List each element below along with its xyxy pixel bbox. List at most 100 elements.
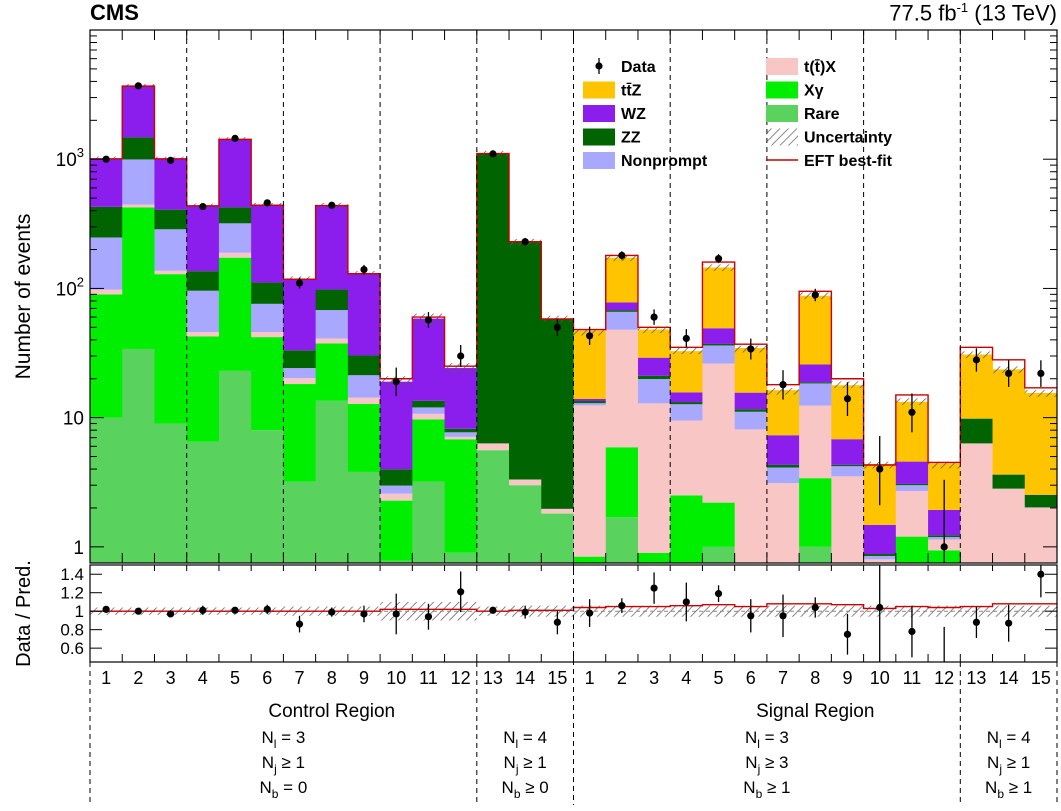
legend-swatch [766,81,798,99]
main-panel [90,82,1058,563]
x-tick-label: 1 [585,668,595,688]
selection-label: Nl = 3 [745,728,789,751]
legend-label: t(t̄)X [804,58,836,76]
x-tick-label: 15 [1031,668,1051,688]
ratio-point [618,602,626,610]
bar-segment [122,204,155,208]
bar-segment [283,384,317,482]
legend-swatch [583,105,615,122]
bar-segment [283,378,317,385]
bar-segment [251,332,284,338]
region-label: Signal Region [756,701,874,722]
bar-segment [186,205,220,272]
ratio-point [231,606,239,614]
bar-segment [90,237,123,290]
x-tick-label: 3 [649,668,659,688]
bar-segment [444,436,478,440]
lumi-exponent: -1 [956,0,969,15]
x-tick-label: 4 [198,668,208,688]
ratio-y-tick-label: 0.6 [60,639,84,658]
bar-segment [895,483,929,486]
ratio-y-tick-label: 0.8 [60,621,84,640]
lumi-value: 77.5 fb [889,0,957,26]
data-point [360,265,368,274]
legend-swatch [595,62,603,70]
ratio-point [1005,619,1013,627]
bar-segment [412,400,445,408]
bar-segment [895,485,929,492]
bar-segment [347,355,381,376]
bar-segment [541,509,574,514]
bar-segment [154,209,188,230]
bar-segment [347,375,381,398]
ratio-point [714,590,723,598]
bar-segment [412,318,445,401]
selection-label: Nl = 4 [503,728,547,751]
bar-segment [637,357,671,376]
bar-segment [154,270,188,275]
bar-segment [670,420,703,496]
data-point [682,334,690,343]
bar-segment [476,443,510,451]
x-tick-label: 6 [262,668,272,688]
bar-segment [122,86,155,138]
y-tick-label: 102 [56,274,84,300]
bar-segment [702,546,736,563]
data-point [231,134,239,142]
ratio-point [876,603,884,612]
bar-segment [347,471,381,563]
bar-segment [637,375,671,380]
bar-segment [347,397,381,404]
bar-segment [605,517,639,563]
bar-segment [766,467,800,484]
bar-segment [154,158,188,210]
x-tick-label: 1 [101,668,111,688]
bar-segment [799,405,832,479]
x-tick-label: 9 [359,668,369,688]
selection-label: Nj ≥ 3 [745,753,788,776]
ratio-point [457,588,465,596]
x-tick-label: 3 [166,668,176,688]
region-label: Control Region [268,701,395,722]
ratio-point [134,607,142,615]
bar-segment [734,409,768,412]
bar-segment [960,443,993,563]
y-tick-label: 1 [73,538,84,559]
ratio-point [553,618,561,626]
bar-segment [734,429,768,563]
ratio-uncertainty-band [1024,605,1057,617]
bar-segment [960,418,993,444]
bar-segment [766,483,800,563]
data-point [650,313,658,321]
bar-segment [315,289,349,311]
uncertainty-band [637,326,671,334]
bar-segment [831,466,864,477]
x-tick-label: 5 [714,668,724,688]
bar-segment [702,502,736,547]
bar-segment [251,430,284,563]
bar-segment [992,474,1026,489]
data-point [457,352,465,360]
energy-label: (13 TeV) [974,0,1057,26]
ratio-point [1037,570,1045,578]
bar-segment [799,295,832,365]
bar-segment [670,351,703,393]
ratio-point [328,608,336,616]
bar-segment [122,137,155,160]
bar-segment [315,310,349,339]
bar-segment [605,310,639,312]
bar-segment [315,205,349,290]
uncertainty-band [670,347,703,355]
ratio-uncertainty-band [637,605,671,617]
bar-segment [799,383,832,406]
x-tick-label: 14 [515,668,535,688]
ratio-y-tick-label: 1.2 [60,584,84,603]
bar-segment [186,336,220,442]
ratio-y-tick-label: 1.4 [60,565,84,584]
legend-label: ZZ [621,130,641,147]
ratio-y-axis-label: Data / Pred. [13,560,35,667]
bar-segment [670,404,703,421]
legend-label: EFT best-fit [804,153,893,170]
selection-label: Nb ≥ 0 [502,778,549,801]
uncertainty-band [444,363,477,375]
